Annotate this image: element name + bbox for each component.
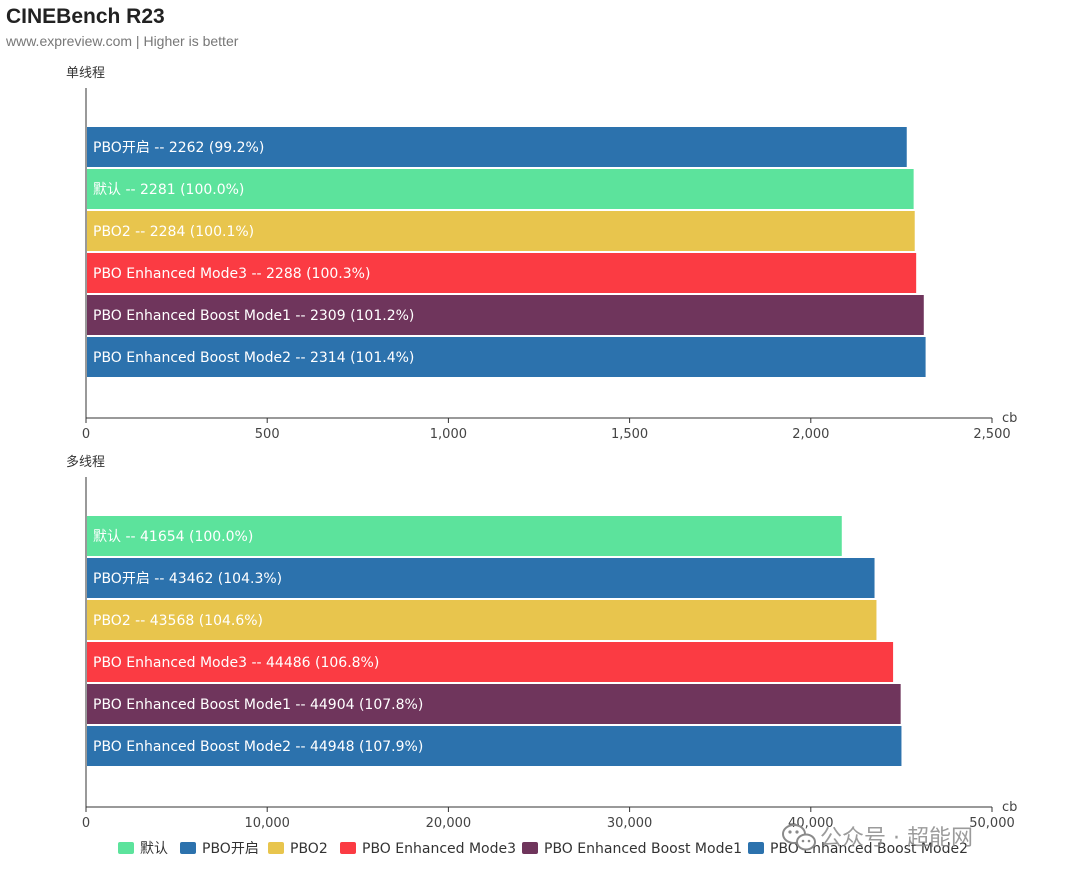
x-tick-label: 0 [82, 816, 90, 831]
x-tick-label: 2,500 [973, 427, 1010, 442]
x-tick-label: 30,000 [607, 816, 653, 831]
bar-label: PBO Enhanced Boost Mode1 -- 2309 (101.2%… [93, 308, 414, 324]
x-tick-label: 20,000 [426, 816, 472, 831]
bar-label: 默认 -- 2281 (100.0%) [93, 182, 244, 198]
bar [87, 600, 877, 640]
legend-label: PBO2 [290, 841, 328, 857]
legend-swatch [118, 842, 134, 854]
legend-label: PBO Enhanced Boost Mode2 [770, 841, 968, 857]
x-tick-label: 1,500 [611, 427, 648, 442]
bar-label: PBO Enhanced Boost Mode2 -- 2314 (101.4%… [93, 350, 414, 366]
bar-label: PBO Enhanced Mode3 -- 2288 (100.3%) [93, 266, 370, 282]
bar [87, 726, 902, 766]
chart-subtitle: www.expreview.com | Higher is better [5, 33, 239, 49]
x-tick-label: 500 [255, 427, 280, 442]
x-tick-label: 50,000 [969, 816, 1015, 831]
x-tick-label: 10,000 [244, 816, 290, 831]
x-tick-label: 2,000 [792, 427, 829, 442]
x-tick-label: 1,000 [430, 427, 467, 442]
bar-label: PBO2 -- 2284 (100.1%) [93, 224, 254, 240]
chart-title: CINEBench R23 [6, 5, 165, 28]
bar-label: PBO Enhanced Mode3 -- 44486 (106.8%) [93, 655, 379, 671]
legend-item[interactable]: PBO Enhanced Boost Mode1 [522, 841, 742, 857]
legend-label: PBO Enhanced Boost Mode1 [544, 841, 742, 857]
legend-item[interactable]: 默认 [118, 841, 168, 857]
bar [87, 642, 894, 682]
bar-label: PBO Enhanced Boost Mode2 -- 44948 (107.9… [93, 739, 423, 755]
bar [87, 253, 917, 293]
legend-label: 默认 [140, 841, 168, 857]
legend-swatch [340, 842, 356, 854]
watermark-text: 公众号 · 超能网 [820, 826, 973, 851]
legend-item[interactable]: PBO2 [268, 841, 328, 857]
bar [87, 516, 842, 556]
legend-label: PBO开启 [202, 841, 259, 857]
bar-label: 默认 -- 41654 (100.0%) [93, 529, 253, 545]
x-tick-label: 0 [82, 427, 90, 442]
legend-swatch [268, 842, 284, 854]
bar-label: PBO2 -- 43568 (104.6%) [93, 613, 263, 629]
legend-swatch [522, 842, 538, 854]
bar [87, 558, 875, 598]
bar [87, 684, 901, 724]
legend-item[interactable]: PBO开启 [180, 841, 259, 857]
legend-swatch [748, 842, 764, 854]
x-axis-unit: cb [1002, 411, 1017, 426]
bar [87, 211, 915, 251]
bar [87, 127, 907, 167]
bar-label: PBO开启 -- 2262 (99.2%) [93, 140, 264, 156]
bar [87, 337, 926, 377]
legend-item[interactable]: PBO Enhanced Boost Mode2 [748, 841, 968, 857]
watermark: 公众号 · 超能网 [782, 824, 973, 851]
legend-item[interactable]: PBO Enhanced Mode3 [340, 841, 516, 857]
chart-legend: 默认 PBO开启 PBO2 PBO Enhanced Mode3 PBO Enhance… [118, 841, 968, 857]
bar [87, 169, 914, 209]
panel-title: 多线程 [66, 454, 105, 470]
legend-swatch [180, 842, 196, 854]
legend-label: PBO Enhanced Mode3 [362, 841, 516, 857]
bar-label: PBO Enhanced Boost Mode1 -- 44904 (107.8… [93, 697, 423, 713]
bar-label: PBO开启 -- 43462 (104.3%) [93, 571, 282, 587]
bar [87, 295, 924, 335]
x-axis-unit: cb [1002, 800, 1017, 815]
panel-title: 单线程 [66, 66, 105, 81]
wechat-icon [782, 824, 816, 851]
